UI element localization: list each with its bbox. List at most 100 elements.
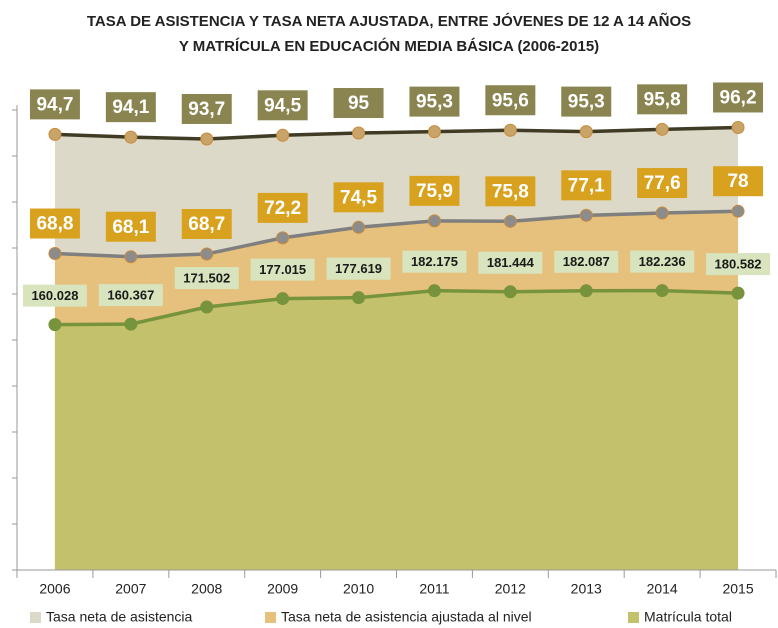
data-label: 95,8 [644,89,681,110]
data-label-box [105,211,156,242]
marker [352,126,366,140]
marker [124,250,138,264]
marker [503,214,517,228]
data-label: 75,8 [492,181,529,202]
x-tick-label: 2013 [571,581,602,597]
data-label: 95,3 [568,92,605,113]
data-label-box [22,284,87,307]
x-tick-label: 2014 [647,581,678,597]
marker [276,292,290,306]
data-label-box [485,85,536,116]
data-label-box [561,170,612,201]
line [54,209,739,259]
data-label: 95 [348,93,370,114]
data-label: 177.619 [335,261,382,276]
marker [731,286,745,300]
data-label: 93,7 [188,99,225,120]
marker [427,214,441,228]
marker [655,284,669,298]
data-label-box [174,267,239,290]
data-label: 96,2 [720,87,757,108]
line [54,125,739,141]
data-label-box [29,208,80,239]
legend-swatch [30,612,41,623]
data-label: 94,5 [264,95,301,116]
legend-swatch [628,612,639,623]
data-label: 68,7 [188,214,225,235]
data-label-box [706,253,771,276]
x-tick-label: 2011 [419,581,449,597]
data-label-box [333,182,384,213]
marker [48,318,62,332]
marker [579,125,593,139]
data-label: 95,3 [416,92,453,113]
marker [200,247,214,261]
x-tick-label: 2009 [267,581,298,597]
x-tick-label: 2008 [191,581,222,597]
data-label: 94,7 [36,94,73,115]
data-label: 72,2 [264,198,301,219]
data-label: 78 [727,171,748,192]
marker [731,204,745,218]
data-label-box [333,88,384,118]
data-label-box [326,257,391,280]
data-label-box [554,250,619,273]
data-label-box [485,176,536,207]
marker [579,208,593,222]
data-label-box [478,251,543,274]
data-label-box [105,92,156,123]
data-label: 74,5 [340,187,377,208]
data-label-box [637,84,688,115]
data-label-box [402,250,467,273]
marker [124,317,138,331]
line [54,288,739,327]
marker [503,285,517,299]
data-label-box [29,89,80,120]
legend-label: Tasa neta de asistencia ajustada al nive… [281,609,532,625]
x-tick-label: 2010 [343,581,374,597]
data-label: 182.175 [411,254,458,269]
chart-subtitle: Y MATRÍCULA EN EDUCACIÓN MEDIA BÁSICA (2… [179,37,599,55]
data-label: 182.087 [563,254,610,269]
marker [124,130,138,144]
x-tick-label: 2007 [115,581,146,597]
data-label-box [250,258,315,281]
data-label-box [181,93,232,124]
marker [655,206,669,220]
marker [427,284,441,298]
data-label-box [561,86,612,117]
data-label: 160.367 [107,288,154,303]
legend-label: Tasa neta de asistencia [46,609,193,625]
data-label-box [713,166,764,197]
data-label: 95,6 [492,90,529,111]
data-label: 160.028 [31,288,78,303]
data-label: 75,9 [416,181,453,202]
data-label: 171.502 [183,270,230,285]
marker [276,231,290,245]
data-label: 94,1 [112,97,149,118]
x-tick-label: 2006 [39,581,70,597]
marker [427,125,441,139]
data-label-box [98,284,163,307]
marker [503,123,517,137]
data-label: 77,1 [568,175,605,196]
area [54,290,739,570]
marker [48,127,62,141]
data-label-box [713,82,764,113]
data-label-box [257,192,308,223]
chart-title: TASA DE ASISTENCIA Y TASA NETA AJUSTADA,… [87,12,691,30]
legend-label: Matrícula total [644,609,732,625]
data-label-box [409,86,460,117]
data-label-box [181,208,232,239]
data-label: 181.444 [487,255,535,270]
data-label: 77,6 [644,173,681,194]
marker [352,291,366,305]
data-label-box [257,90,308,121]
data-label: 182.236 [639,254,686,269]
x-tick-label: 2012 [495,581,526,597]
data-label: 68,1 [112,217,149,238]
marker [200,132,214,146]
data-label-box [630,250,695,273]
marker [655,122,669,136]
